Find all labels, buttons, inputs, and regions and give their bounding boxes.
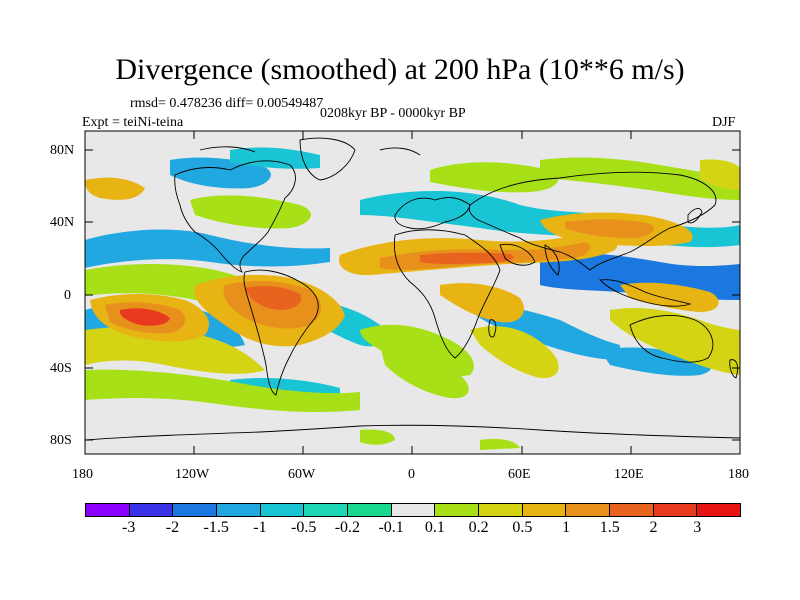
map-title: Divergence (smoothed) at 200 hPa (10**6 … [115,53,685,86]
colorbar-swatch [434,503,480,517]
lon-label-180w: 180 [72,467,93,482]
colorbar-label: -1.5 [203,519,229,536]
lon-label-180e: 180 [728,467,749,482]
coastline-new-zealand [729,359,739,379]
coastline-antarctica [85,424,740,441]
lon-label-60e: 60E [508,467,531,482]
lat-label-40n: 40N [50,215,75,230]
contour-band [420,252,514,264]
coastline-india [544,244,560,276]
colorbar-label: -1 [253,519,267,536]
colorbar-label: 1.5 [599,519,620,536]
colorbar-swatch [216,503,261,517]
contour-band [380,345,469,399]
coastline-australia [629,315,714,363]
contour-band [85,229,330,268]
contour-band [360,324,474,377]
experiment-text: Expt = teiNi-teina [82,115,184,130]
coastline-europe [394,197,471,230]
coastline-arctic-islands [199,146,421,156]
field-contours [85,147,740,450]
colorbar-swatch [609,503,654,517]
contour-band [245,286,302,310]
lat-label-0: 0 [64,288,71,303]
coastline-north-america [174,160,296,273]
contour-band [565,219,654,238]
colorbar-swatch [565,503,611,517]
colorbar-label: 2 [649,519,658,536]
colorbar-label: -0.5 [290,519,317,536]
colorbar-swatch [85,503,130,517]
colorbar-label: 1 [562,519,571,536]
coastline-arabia [499,243,536,266]
axis-ticks [85,131,740,454]
colorbar-label: 3 [693,519,702,536]
lon-label-120w: 120W [175,467,210,482]
lat-label-40s: 40S [50,361,72,376]
coastline-south-america [243,269,319,396]
colorbar-label: -3 [122,519,136,536]
colorbar-swatch [128,503,174,517]
lat-label-80n: 80N [50,143,75,158]
colorbar-swatch [696,503,742,517]
contour-band [230,147,320,169]
contour-band [620,282,719,312]
contour-band [85,326,265,374]
colorbar-swatch [390,503,436,517]
colorbar-swatch [521,503,567,517]
contour-band [700,159,740,190]
colorbar-label: 0.2 [468,519,489,536]
contour-band [170,157,271,189]
period-text: 0208kyr BP - 0000kyr BP [320,106,466,121]
contour-band [440,283,524,323]
contour-band [540,157,740,200]
colorbar-label: -2 [165,519,180,536]
contour-band [480,438,520,450]
lon-label-60w: 60W [288,467,316,482]
season-text: DJF [712,115,736,130]
lon-label-120e: 120E [614,467,644,482]
coastline-maritime-continent [599,279,692,307]
stats-text: rmsd= 0.478236 diff= 0.00549487 [130,96,324,111]
colorbar-swatch [347,503,392,517]
colorbar-label: -0.2 [334,519,361,536]
coastline-asia [468,171,717,271]
coastlines [85,137,740,441]
contour-band [119,308,170,326]
contour-band [470,326,559,379]
colorbar-swatch [652,503,698,517]
lon-label-0: 0 [408,467,415,482]
contour-band [360,429,395,445]
contour-band [190,195,311,229]
colorbar-swatch [303,503,349,517]
colorbar-swatch [172,503,218,517]
coastline-madagascar [488,319,497,338]
coastline-africa [393,229,501,359]
colorbar-swatch [478,503,523,517]
colorbar [85,503,742,517]
coastline-japan [687,208,703,224]
contour-band [85,369,360,413]
colorbar-label: 0.1 [424,519,445,536]
lat-label-80s: 80S [50,433,72,448]
colorbar-swatch [259,503,305,517]
colorbar-label: -0.1 [378,519,404,536]
contour-band [430,162,559,193]
coastline-greenland [299,137,356,181]
contour-band [85,177,145,200]
colorbar-label: 0.5 [512,519,533,536]
